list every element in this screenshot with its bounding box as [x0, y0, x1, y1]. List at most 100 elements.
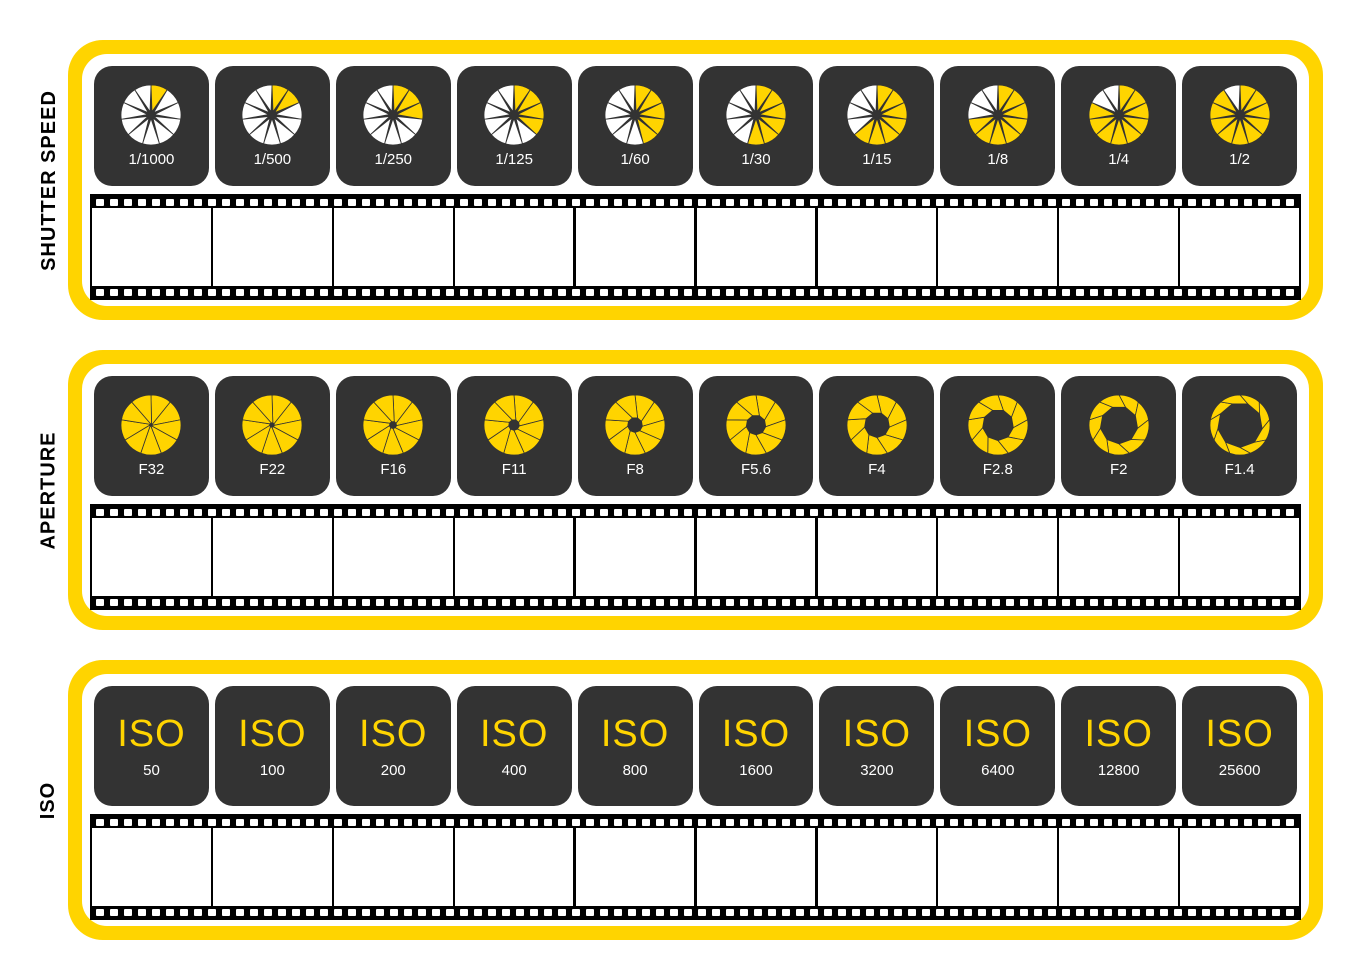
setting-card: 1/4: [1061, 66, 1176, 186]
iso-text: ISO: [480, 713, 548, 756]
film-strip: [90, 504, 1301, 610]
panel-inner: 1/1000 1/500 1/250 1/125 1/60 1/30: [82, 54, 1309, 306]
setting-value-label: 1/500: [254, 151, 292, 168]
sprocket-row-bottom: [90, 286, 1301, 298]
iso-text: ISO: [1084, 713, 1152, 756]
panel-title: SHUTTER SPEED: [30, 40, 68, 320]
film-frame: [1057, 208, 1180, 286]
setting-card: 1/60: [578, 66, 693, 186]
setting-value-label: F8: [626, 461, 644, 478]
film-frame: [694, 518, 817, 596]
panel-inner: F32 F22 F16 F11 F8 F5.6: [82, 364, 1309, 616]
aperture-opening-icon: [242, 395, 302, 455]
film-frame-row: [90, 828, 1301, 906]
aperture-icon: [121, 85, 181, 145]
aperture-opening-icon: [363, 395, 423, 455]
setting-card: ISO 3200: [819, 686, 934, 806]
sprocket-row-bottom: [90, 596, 1301, 608]
setting-value-label: 1/2: [1229, 151, 1250, 168]
film-frame: [694, 208, 817, 286]
setting-card: ISO 1600: [699, 686, 814, 806]
panel-title-text: SHUTTER SPEED: [38, 90, 61, 271]
setting-card: 1/500: [215, 66, 330, 186]
setting-card: 1/1000: [94, 66, 209, 186]
setting-card: 1/125: [457, 66, 572, 186]
panel-iso: ISO ISO 50 ISO 100 ISO 200 ISO 400 ISO: [30, 660, 1323, 940]
aperture-opening-icon: [484, 395, 544, 455]
aperture-icon: [968, 85, 1028, 145]
setting-value-label: 50: [143, 762, 160, 779]
aperture-icon: [363, 85, 423, 145]
setting-value-label: 6400: [981, 762, 1014, 779]
setting-value-label: F32: [139, 461, 165, 478]
film-frame: [211, 208, 334, 286]
film-strip: [90, 814, 1301, 920]
setting-value-label: 800: [623, 762, 648, 779]
setting-card: 1/30: [699, 66, 814, 186]
aperture-opening-icon: [968, 395, 1028, 455]
setting-value-label: F22: [259, 461, 285, 478]
iso-text: ISO: [1205, 713, 1273, 756]
panel-aperture: APERTURE F32 F22 F16 F11 F: [30, 350, 1323, 630]
film-frame: [573, 518, 696, 596]
panel-title: APERTURE: [30, 350, 68, 630]
panel-body: F32 F22 F16 F11 F8 F5.6: [68, 350, 1323, 630]
film-frame: [573, 208, 696, 286]
iso-text: ISO: [964, 713, 1032, 756]
aperture-opening-icon: [726, 395, 786, 455]
panel-inner: ISO 50 ISO 100 ISO 200 ISO 400 ISO 800 I…: [82, 674, 1309, 926]
film-frame: [1178, 828, 1301, 906]
film-frame: [1178, 518, 1301, 596]
setting-card: ISO 800: [578, 686, 693, 806]
setting-card: F16: [336, 376, 451, 496]
film-frame: [1178, 208, 1301, 286]
panel-title-text: APERTURE: [38, 431, 61, 549]
film-frame: [815, 828, 938, 906]
setting-card: ISO 6400: [940, 686, 1055, 806]
sprocket-row-top: [90, 506, 1301, 518]
sprocket-row-top: [90, 816, 1301, 828]
card-row: 1/1000 1/500 1/250 1/125 1/60 1/30: [90, 66, 1301, 186]
setting-value-label: F4: [868, 461, 886, 478]
aperture-icon: [1089, 85, 1149, 145]
film-frame: [332, 828, 455, 906]
panel-shutter-speed: SHUTTER SPEED 1/1000 1/500 1/250 1/125: [30, 40, 1323, 320]
iso-text: ISO: [359, 713, 427, 756]
panel-title: ISO: [30, 660, 68, 940]
setting-value-label: F1.4: [1225, 461, 1255, 478]
setting-card: ISO 100: [215, 686, 330, 806]
aperture-icon: [605, 85, 665, 145]
aperture-opening-icon: [1210, 395, 1270, 455]
panel-body: 1/1000 1/500 1/250 1/125 1/60 1/30: [68, 40, 1323, 320]
setting-value-label: 12800: [1098, 762, 1140, 779]
setting-value-label: 200: [381, 762, 406, 779]
aperture-icon: [726, 85, 786, 145]
aperture-icon: [242, 85, 302, 145]
setting-card: F2.8: [940, 376, 1055, 496]
setting-value-label: F16: [380, 461, 406, 478]
setting-card: ISO 400: [457, 686, 572, 806]
iso-text: ISO: [843, 713, 911, 756]
setting-value-label: 1/60: [620, 151, 649, 168]
setting-card: F22: [215, 376, 330, 496]
iso-text: ISO: [722, 713, 790, 756]
film-frame: [211, 518, 334, 596]
setting-card: 1/8: [940, 66, 1055, 186]
setting-card: F2: [1061, 376, 1176, 496]
film-frame: [1057, 518, 1180, 596]
film-frame: [573, 828, 696, 906]
setting-value-label: 1/1000: [129, 151, 175, 168]
film-frame: [90, 208, 213, 286]
film-frame-row: [90, 518, 1301, 596]
film-frame: [936, 828, 1059, 906]
setting-value-label: 1/250: [374, 151, 412, 168]
setting-value-label: F2.8: [983, 461, 1013, 478]
film-frame: [332, 208, 455, 286]
card-row: ISO 50 ISO 100 ISO 200 ISO 400 ISO 800 I…: [90, 686, 1301, 806]
film-frame: [694, 828, 817, 906]
film-frame: [332, 518, 455, 596]
setting-value-label: 1/4: [1108, 151, 1129, 168]
setting-value-label: 1600: [739, 762, 772, 779]
aperture-icon: [847, 85, 907, 145]
setting-card: F5.6: [699, 376, 814, 496]
